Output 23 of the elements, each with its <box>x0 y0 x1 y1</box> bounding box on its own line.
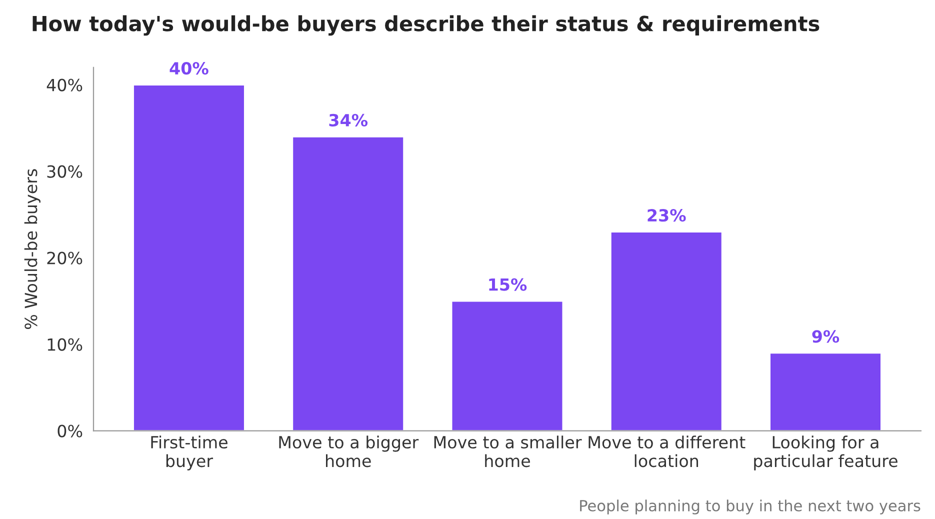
x-tick-label: Move to a smaller home <box>434 436 582 468</box>
data-label: 23% <box>648 209 686 222</box>
y-tick-label: 0% <box>58 424 82 438</box>
bar <box>292 136 404 431</box>
x-tick-label: Move to a bigger home <box>279 436 419 468</box>
x-tick-label: First-time buyer <box>151 436 228 470</box>
data-label: 15% <box>489 278 527 291</box>
bar <box>450 300 564 431</box>
y-tick-label: 30% <box>47 165 82 178</box>
bar <box>132 84 246 431</box>
text: People planning to buy in the next two years <box>580 500 920 514</box>
y-tick-label: 10% <box>48 338 82 351</box>
y-tick-label: 40% <box>46 78 82 92</box>
data-label: 9% <box>812 330 840 343</box>
bar <box>610 231 723 431</box>
y-tick-label: 20% <box>47 252 82 264</box>
chart-title: How today's would-be buyers describe their status & requirements <box>32 15 820 36</box>
bar <box>769 352 882 431</box>
data-label: 40% <box>170 62 208 75</box>
y-axis-title: % Would-be buyers <box>24 169 40 329</box>
x-tick-label: Move to a different location <box>588 436 746 468</box>
x-tick-label: Looking for a particular feature <box>754 436 898 470</box>
data-label: 34% <box>329 114 368 126</box>
